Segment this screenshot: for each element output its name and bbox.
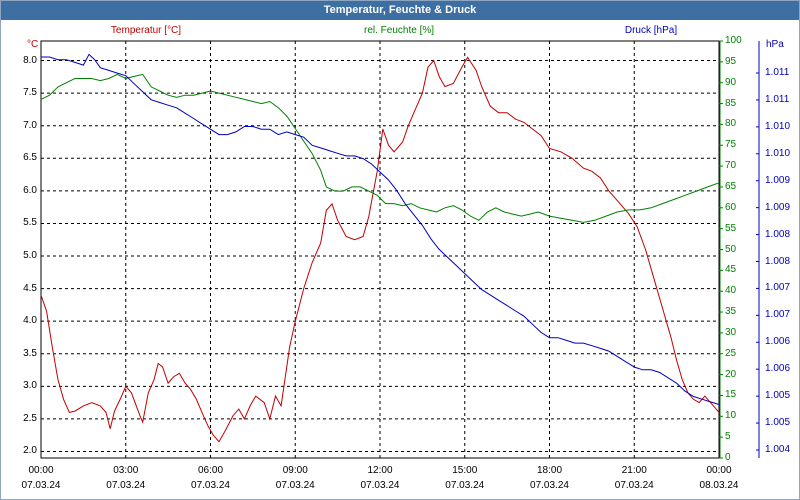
temperature-tick-label: 2.5 bbox=[23, 412, 37, 424]
x-tick-time: 09:00 bbox=[282, 465, 308, 476]
pressure-series-line bbox=[41, 53, 720, 405]
temperature-tick-label: 2.0 bbox=[23, 445, 37, 457]
humidity-tick-label: 75 bbox=[725, 139, 737, 151]
x-tick-time: 21:00 bbox=[621, 465, 647, 476]
pressure-tick-label: 1.007 bbox=[765, 282, 791, 294]
humidity-tick-label: 25 bbox=[725, 347, 737, 359]
pressure-tick-label: 1.010 bbox=[765, 120, 791, 132]
temperature-tick-label: 7.5 bbox=[23, 87, 37, 99]
humidity-tick-label: 0 bbox=[725, 452, 731, 463]
x-tick-date: 07.03.24 bbox=[21, 480, 61, 491]
x-tick-date: 07.03.24 bbox=[106, 480, 146, 491]
humidity-tick-label: 90 bbox=[725, 76, 737, 88]
pressure-tick-label: 1.011 bbox=[765, 93, 790, 105]
temperature-tick-label: 8.0 bbox=[23, 54, 37, 66]
temperature-tick-label: 3.5 bbox=[23, 347, 37, 359]
temperature-axis-unit: °C bbox=[27, 39, 39, 50]
humidity-tick-label: 20 bbox=[725, 368, 737, 380]
temperature-series-label: Temperatur [°C] bbox=[110, 25, 182, 36]
pressure-tick-label: 1.008 bbox=[765, 255, 791, 267]
pressure-tick-label: 1.011 bbox=[765, 67, 790, 78]
x-tick-date: 07.03.24 bbox=[445, 480, 485, 491]
x-tick-time: 00:00 bbox=[706, 465, 732, 476]
temperature-tick-label: 5.5 bbox=[23, 217, 37, 229]
x-tick-time: 18:00 bbox=[536, 465, 563, 476]
humidity-tick-label: 50 bbox=[725, 243, 737, 255]
pressure-tick-label: 1.008 bbox=[765, 228, 791, 240]
humidity-tick-label: 95 bbox=[725, 55, 737, 67]
x-tick-time: 12:00 bbox=[367, 465, 393, 476]
pressure-tick-label: 1.005 bbox=[765, 390, 791, 402]
pressure-tick-label: 1.010 bbox=[765, 147, 791, 159]
humidity-tick-label: 85 bbox=[725, 97, 737, 109]
humidity-tick-label: 35 bbox=[725, 306, 737, 318]
pressure-tick-label: 1.007 bbox=[765, 309, 791, 321]
x-tick-date: 07.03.24 bbox=[360, 480, 400, 491]
temperature-tick-label: 3.0 bbox=[23, 380, 37, 392]
temperature-series-line bbox=[40, 56, 720, 443]
humidity-tick-label: 55 bbox=[725, 222, 737, 234]
humidity-tick-label: 70 bbox=[725, 160, 737, 172]
x-tick-time: 00:00 bbox=[28, 465, 54, 476]
pressure-tick-label: 1.004 bbox=[765, 444, 791, 455]
x-tick-date: 07.03.24 bbox=[530, 480, 569, 491]
humidity-tick-label: 15 bbox=[725, 389, 737, 401]
pressure-tick-label: 1.006 bbox=[765, 363, 791, 375]
humidity-tick-label: 5 bbox=[725, 431, 731, 443]
chart-title: Temperatur, Feuchte & Druck bbox=[1, 1, 799, 20]
pressure-tick-label: 1.009 bbox=[765, 201, 791, 213]
x-tick-time: 15:00 bbox=[452, 465, 478, 476]
x-tick-date: 07.03.24 bbox=[191, 480, 230, 491]
humidity-tick-label: 80 bbox=[725, 118, 737, 130]
temperature-tick-label: 6.5 bbox=[23, 152, 37, 164]
pressure-axis-unit: hPa bbox=[766, 39, 784, 50]
humidity-tick-label: 10 bbox=[725, 410, 737, 422]
x-tick-date: 07.03.24 bbox=[275, 480, 315, 491]
humidity-tick-label: 100 bbox=[725, 35, 742, 46]
humidity-series-label: rel. Feuchte [%] bbox=[363, 25, 435, 36]
humidity-series-line bbox=[40, 73, 720, 223]
temperature-tick-label: 4.0 bbox=[23, 315, 37, 327]
humidity-tick-label: 60 bbox=[725, 201, 737, 213]
humidity-tick-label: 45 bbox=[725, 264, 737, 276]
x-tick-date: 08.03.24 bbox=[699, 480, 739, 491]
humidity-tick-label: 40 bbox=[725, 285, 737, 297]
temperature-tick-label: 4.5 bbox=[23, 282, 37, 294]
pressure-series-label: Druck [hPa] bbox=[624, 25, 678, 36]
temperature-tick-label: 6.0 bbox=[23, 184, 37, 196]
humidity-tick-label: 65 bbox=[725, 180, 737, 192]
temperature-tick-label: 7.0 bbox=[23, 119, 37, 131]
temperature-tick-label: 5.0 bbox=[23, 250, 37, 262]
x-tick-time: 03:00 bbox=[113, 465, 139, 476]
pressure-tick-label: 1.005 bbox=[765, 417, 791, 429]
humidity-tick-label: 30 bbox=[725, 326, 737, 338]
x-tick-date: 07.03.24 bbox=[614, 480, 654, 491]
pressure-tick-label: 1.009 bbox=[765, 174, 791, 186]
pressure-tick-label: 1.006 bbox=[765, 336, 791, 348]
x-tick-time: 06:00 bbox=[197, 465, 224, 476]
